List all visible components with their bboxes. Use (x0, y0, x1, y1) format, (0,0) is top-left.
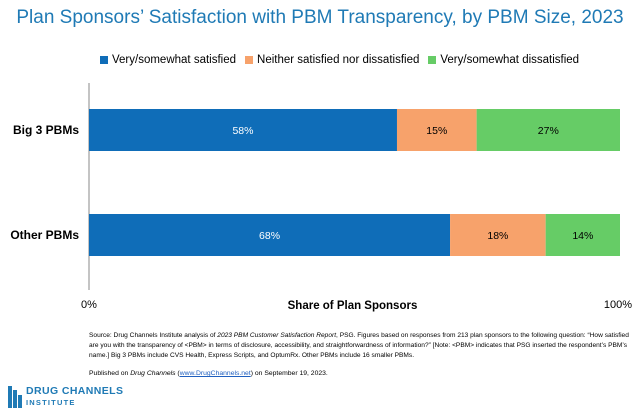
published-site: Drug Channels (130, 370, 176, 377)
legend-item: Very/somewhat dissatisfied (428, 54, 579, 66)
x-tick-label: 0% (81, 299, 97, 311)
data-label: 58% (232, 125, 253, 137)
bar-segment (545, 214, 620, 256)
x-axis-title: Share of Plan Sponsors (288, 300, 418, 312)
logo-mark-icon (8, 386, 22, 408)
logo-text: DRUG CHANNELS INSTITUTE (26, 386, 123, 408)
chart-svg: Big 3 PBMs 58% 15% 27% Other PBMs 68% 18% 14% 0%… (10, 83, 632, 312)
published-note: Published on Drug Channels (www.DrugChan… (89, 370, 328, 377)
bar-segment (476, 109, 620, 151)
logo-line1: DRUG CHANNELS (26, 385, 124, 397)
data-label: 14% (572, 230, 593, 242)
legend-swatch (245, 56, 254, 64)
legend-item: Neither satisfied nor dissatisfied (245, 54, 419, 66)
bar-segment (89, 214, 451, 256)
legend-label: Neither satisfied nor dissatisfied (257, 54, 420, 66)
legend-label: Very/somewhat satisfied (112, 54, 237, 66)
chart-area: Big 3 PBMs 58% 15% 27% Other PBMs 68% 18% 14% 0%… (10, 83, 632, 312)
published-prefix: Published on (89, 370, 131, 377)
category-label: Other PBMs (10, 228, 79, 242)
legend-swatch (428, 56, 437, 64)
bar-segment (450, 214, 546, 256)
data-label: 27% (538, 125, 559, 137)
chart-legend: Very/somewhat satisfied Neither satisfied… (100, 52, 588, 68)
source-note: Source: Drug Channels Institute analysis… (89, 331, 629, 361)
published-paren-open: ( (175, 370, 180, 377)
x-tick-label: 100% (604, 299, 632, 311)
legend-item: Very/somewhat satisfied (100, 54, 236, 66)
published-suffix: ) on September 19, 2023. (250, 370, 328, 377)
data-label: 15% (426, 125, 447, 137)
data-label: 18% (487, 230, 508, 242)
logo-line2: INSTITUTE (26, 398, 76, 407)
source-details: , PSG. Figures based on responses from 2… (89, 332, 629, 359)
drug-channels-logo: DRUG CHANNELS INSTITUTE (8, 386, 123, 408)
bar-segment (396, 109, 477, 151)
legend-swatch (100, 56, 108, 64)
legend-label: Very/somewhat dissatisfied (440, 54, 580, 66)
data-label: 68% (259, 230, 280, 242)
bar-segment (89, 109, 397, 151)
source-prefix: Source: Drug Channels Institute analysis… (89, 332, 218, 339)
source-report-title: 2023 PBM Customer Satisfaction Report (217, 332, 337, 339)
chart-title: Plan Sponsors’ Satisfaction with PBM Tra… (16, 7, 624, 28)
category-label: Big 3 PBMs (13, 123, 79, 137)
drugchannels-link[interactable]: www.DrugChannels.net (179, 370, 251, 377)
